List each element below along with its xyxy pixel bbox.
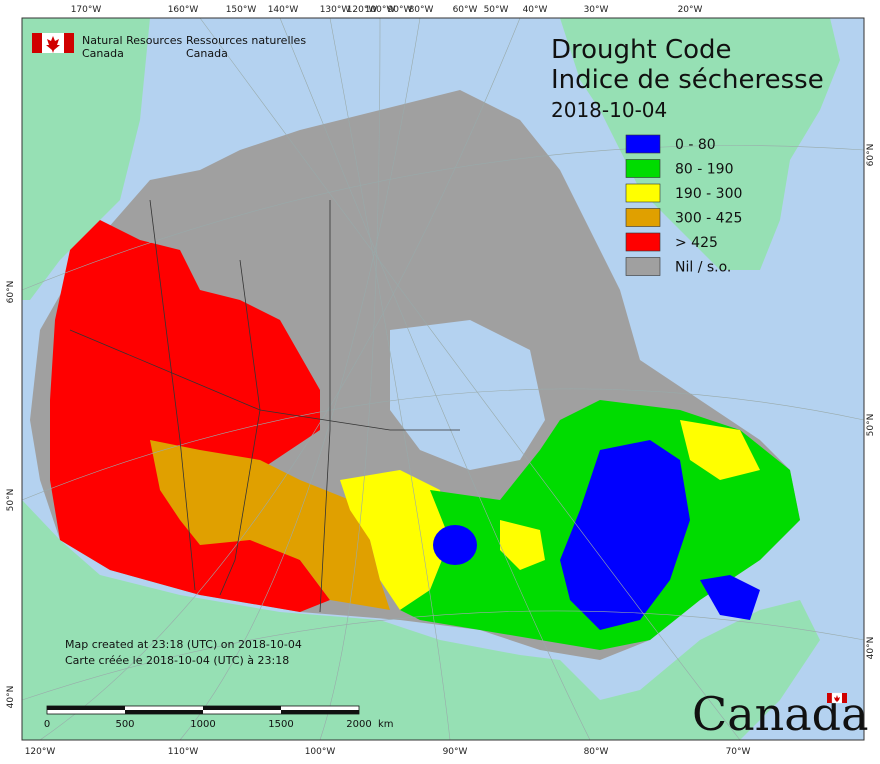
legend-swatch	[625, 208, 661, 227]
scale-label: 0	[44, 719, 50, 730]
title-fr: Indice de sécheresse	[551, 65, 824, 95]
legend-label: 190 - 300	[675, 186, 742, 202]
usa-land	[22, 500, 820, 740]
graticule	[21, 17, 865, 741]
zone-severe-prairies	[150, 440, 390, 610]
scale-label: 1000	[190, 719, 215, 730]
note-fr: Carte créée le 2018-10-04 (UTC) à 23:18	[65, 654, 289, 667]
top-tick: 20°W	[678, 5, 703, 15]
bottom-tick: 70°W	[726, 747, 751, 757]
greenland-land	[560, 18, 840, 270]
legend-label: Nil / s.o.	[675, 260, 731, 276]
zone-extreme-west	[50, 220, 330, 612]
top-tick: 30°W	[584, 5, 609, 15]
title-en: Drought Code	[551, 35, 732, 65]
zone-low-maritimes	[700, 575, 760, 620]
legend-label: 300 - 425	[675, 211, 742, 227]
top-tick: 160°W	[168, 5, 199, 15]
zone-low-quebec	[560, 440, 690, 630]
legend: 0 - 80 80 - 190 190 - 300 300 - 425 > 425 Nil…	[625, 134, 742, 276]
left-tick: 40°N	[6, 686, 16, 709]
legend-swatch	[625, 232, 661, 252]
hudson-bay	[390, 320, 545, 470]
map-frame	[21, 17, 865, 741]
legend-item: 190 - 300	[625, 183, 742, 203]
top-tick: 60°W	[453, 5, 478, 15]
bottom-tick: 120°W	[25, 747, 56, 757]
top-tick: 40°W	[523, 5, 548, 15]
top-tick: 100°W	[365, 5, 396, 15]
scale-label: 2000	[346, 719, 371, 730]
scale-bar: 0 500 1000 1500 2000 km	[44, 705, 394, 730]
left-tick: 50°N	[6, 489, 16, 512]
top-tick: 50°W	[484, 5, 509, 15]
left-tick-labels: 60°N 50°N 40°N	[6, 281, 16, 709]
alaska-land	[22, 18, 150, 300]
bottom-tick: 100°W	[305, 747, 336, 757]
top-tick: 140°W	[268, 5, 299, 15]
zone-high-ontario	[500, 520, 545, 570]
canada-flag-icon	[32, 33, 74, 53]
legend-item: 300 - 425	[625, 208, 742, 227]
top-tick: 90°W	[388, 5, 413, 15]
top-tick-labels: 170°W 160°W 150°W 140°W 130°W 120°W 100°…	[71, 5, 703, 15]
bottom-tick: 110°W	[168, 747, 199, 757]
agency-en-line1: Natural Resources	[82, 34, 183, 47]
legend-label: 80 - 190	[675, 162, 734, 178]
agency-en-line2: Canada	[82, 47, 124, 60]
legend-label: 0 - 80	[675, 137, 716, 153]
legend-swatch	[625, 257, 661, 276]
scale-label: 500	[115, 719, 134, 730]
agency-fr-line1: Ressources naturelles	[186, 34, 306, 47]
title-date: 2018-10-04	[551, 98, 667, 122]
bottom-tick: 90°W	[443, 747, 468, 757]
nrcan-signature: Natural Resources Canada Ressources natu…	[32, 33, 306, 60]
legend-item: 0 - 80	[625, 134, 716, 154]
legend-label: > 425	[675, 235, 718, 251]
top-tick: 120°W	[347, 5, 378, 15]
note-en: Map created at 23:18 (UTC) on 2018-10-04	[65, 638, 302, 651]
zone-low-nw-ontario	[433, 525, 477, 565]
right-tick: 40°N	[866, 637, 876, 660]
bottom-tick: 80°W	[584, 747, 609, 757]
legend-item: > 425	[625, 232, 718, 252]
top-tick: 170°W	[71, 5, 102, 15]
agency-fr-line2: Canada	[186, 47, 228, 60]
scale-unit: km	[378, 719, 394, 730]
top-tick: 80°W	[409, 5, 434, 15]
right-tick-labels: 60°N 50°N 40°N	[866, 144, 876, 660]
wordmark-flag-icon	[827, 692, 847, 704]
legend-swatch	[625, 134, 661, 154]
left-tick: 60°N	[6, 281, 16, 304]
province-borders	[69, 199, 460, 613]
legend-swatch	[625, 183, 661, 203]
right-tick: 60°N	[866, 144, 876, 167]
zone-high-labrador	[680, 420, 760, 480]
right-tick: 50°N	[866, 414, 876, 437]
bottom-tick-labels: 120°W 110°W 100°W 90°W 80°W 70°W	[25, 747, 751, 757]
map-title: Drought Code Indice de sécheresse 2018-1…	[551, 35, 824, 122]
zone-high-central	[340, 470, 450, 610]
canada-wordmark: Canada	[692, 687, 869, 741]
top-tick: 130°W	[320, 5, 351, 15]
legend-swatch	[625, 159, 661, 178]
scale-label: 1500	[268, 719, 293, 730]
legend-item: Nil / s.o.	[625, 257, 731, 276]
legend-item: 80 - 190	[625, 159, 734, 178]
top-tick: 150°W	[226, 5, 257, 15]
